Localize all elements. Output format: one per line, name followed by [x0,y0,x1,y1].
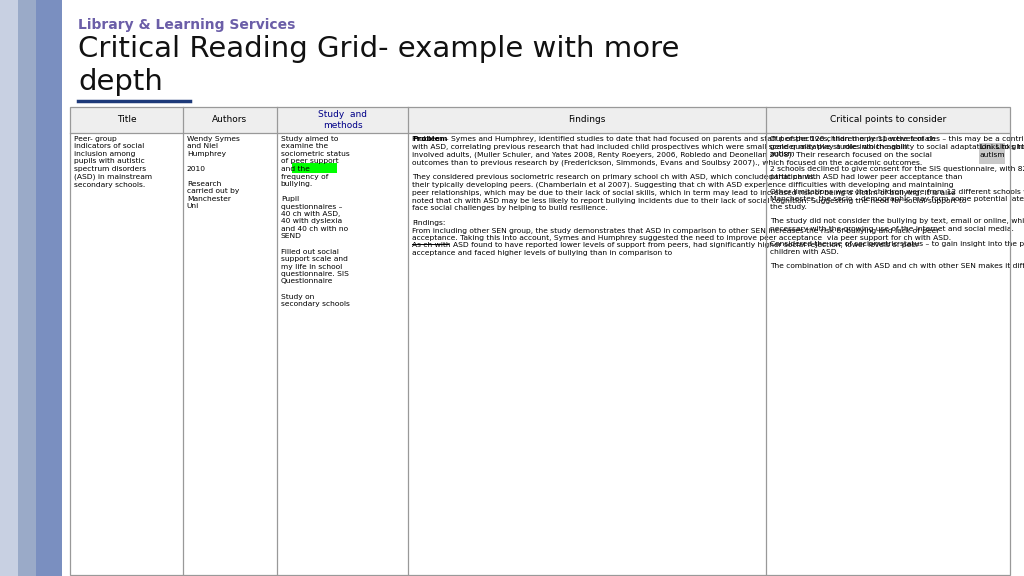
Text: Peer- group
indicators of social
inclusion among
pupils with autistic
spectrum d: Peer- group indicators of social inclusi… [74,136,153,188]
Bar [0,0,18,576]
Text: Out of the 120 children only 11 were females – this may be a contributing factor: Out of the 120 children only 11 were fem… [770,136,1024,270]
Bar [292,163,337,173]
Bar [70,107,1010,575]
Bar [979,143,1005,164]
Text: Critical points to consider: Critical points to consider [829,116,946,124]
Text: Critical Reading Grid- example with more: Critical Reading Grid- example with more [78,35,679,63]
Bar [18,0,36,576]
Text: depth: depth [78,68,163,96]
Text: Study aimed to
examine the
sociometric status
of peer support
and the
frequency : Study aimed to examine the sociometric s… [281,136,349,307]
Text: Title: Title [117,116,136,124]
Text: Study  and
methods: Study and methods [318,110,367,130]
Text: Wendy Symes
and Niel
Humphrey

2010

Research
carried out by
Manchester
Uni: Wendy Symes and Niel Humphrey 2010 Resea… [186,136,240,210]
Text: Authors: Authors [212,116,248,124]
Text: Links to girls masking their
autism: Links to girls masking their autism [980,144,1024,158]
Text: Findings: Findings [568,116,605,124]
Bar [70,107,1010,133]
Text: Problem – Symes and Humphrey, identified studies to date that had focused on par: Problem – Symes and Humphrey, identified… [413,136,967,256]
Text: Problem: Problem [413,136,447,142]
Text: Library & Learning Services: Library & Learning Services [78,18,295,32]
Bar [36,0,62,576]
